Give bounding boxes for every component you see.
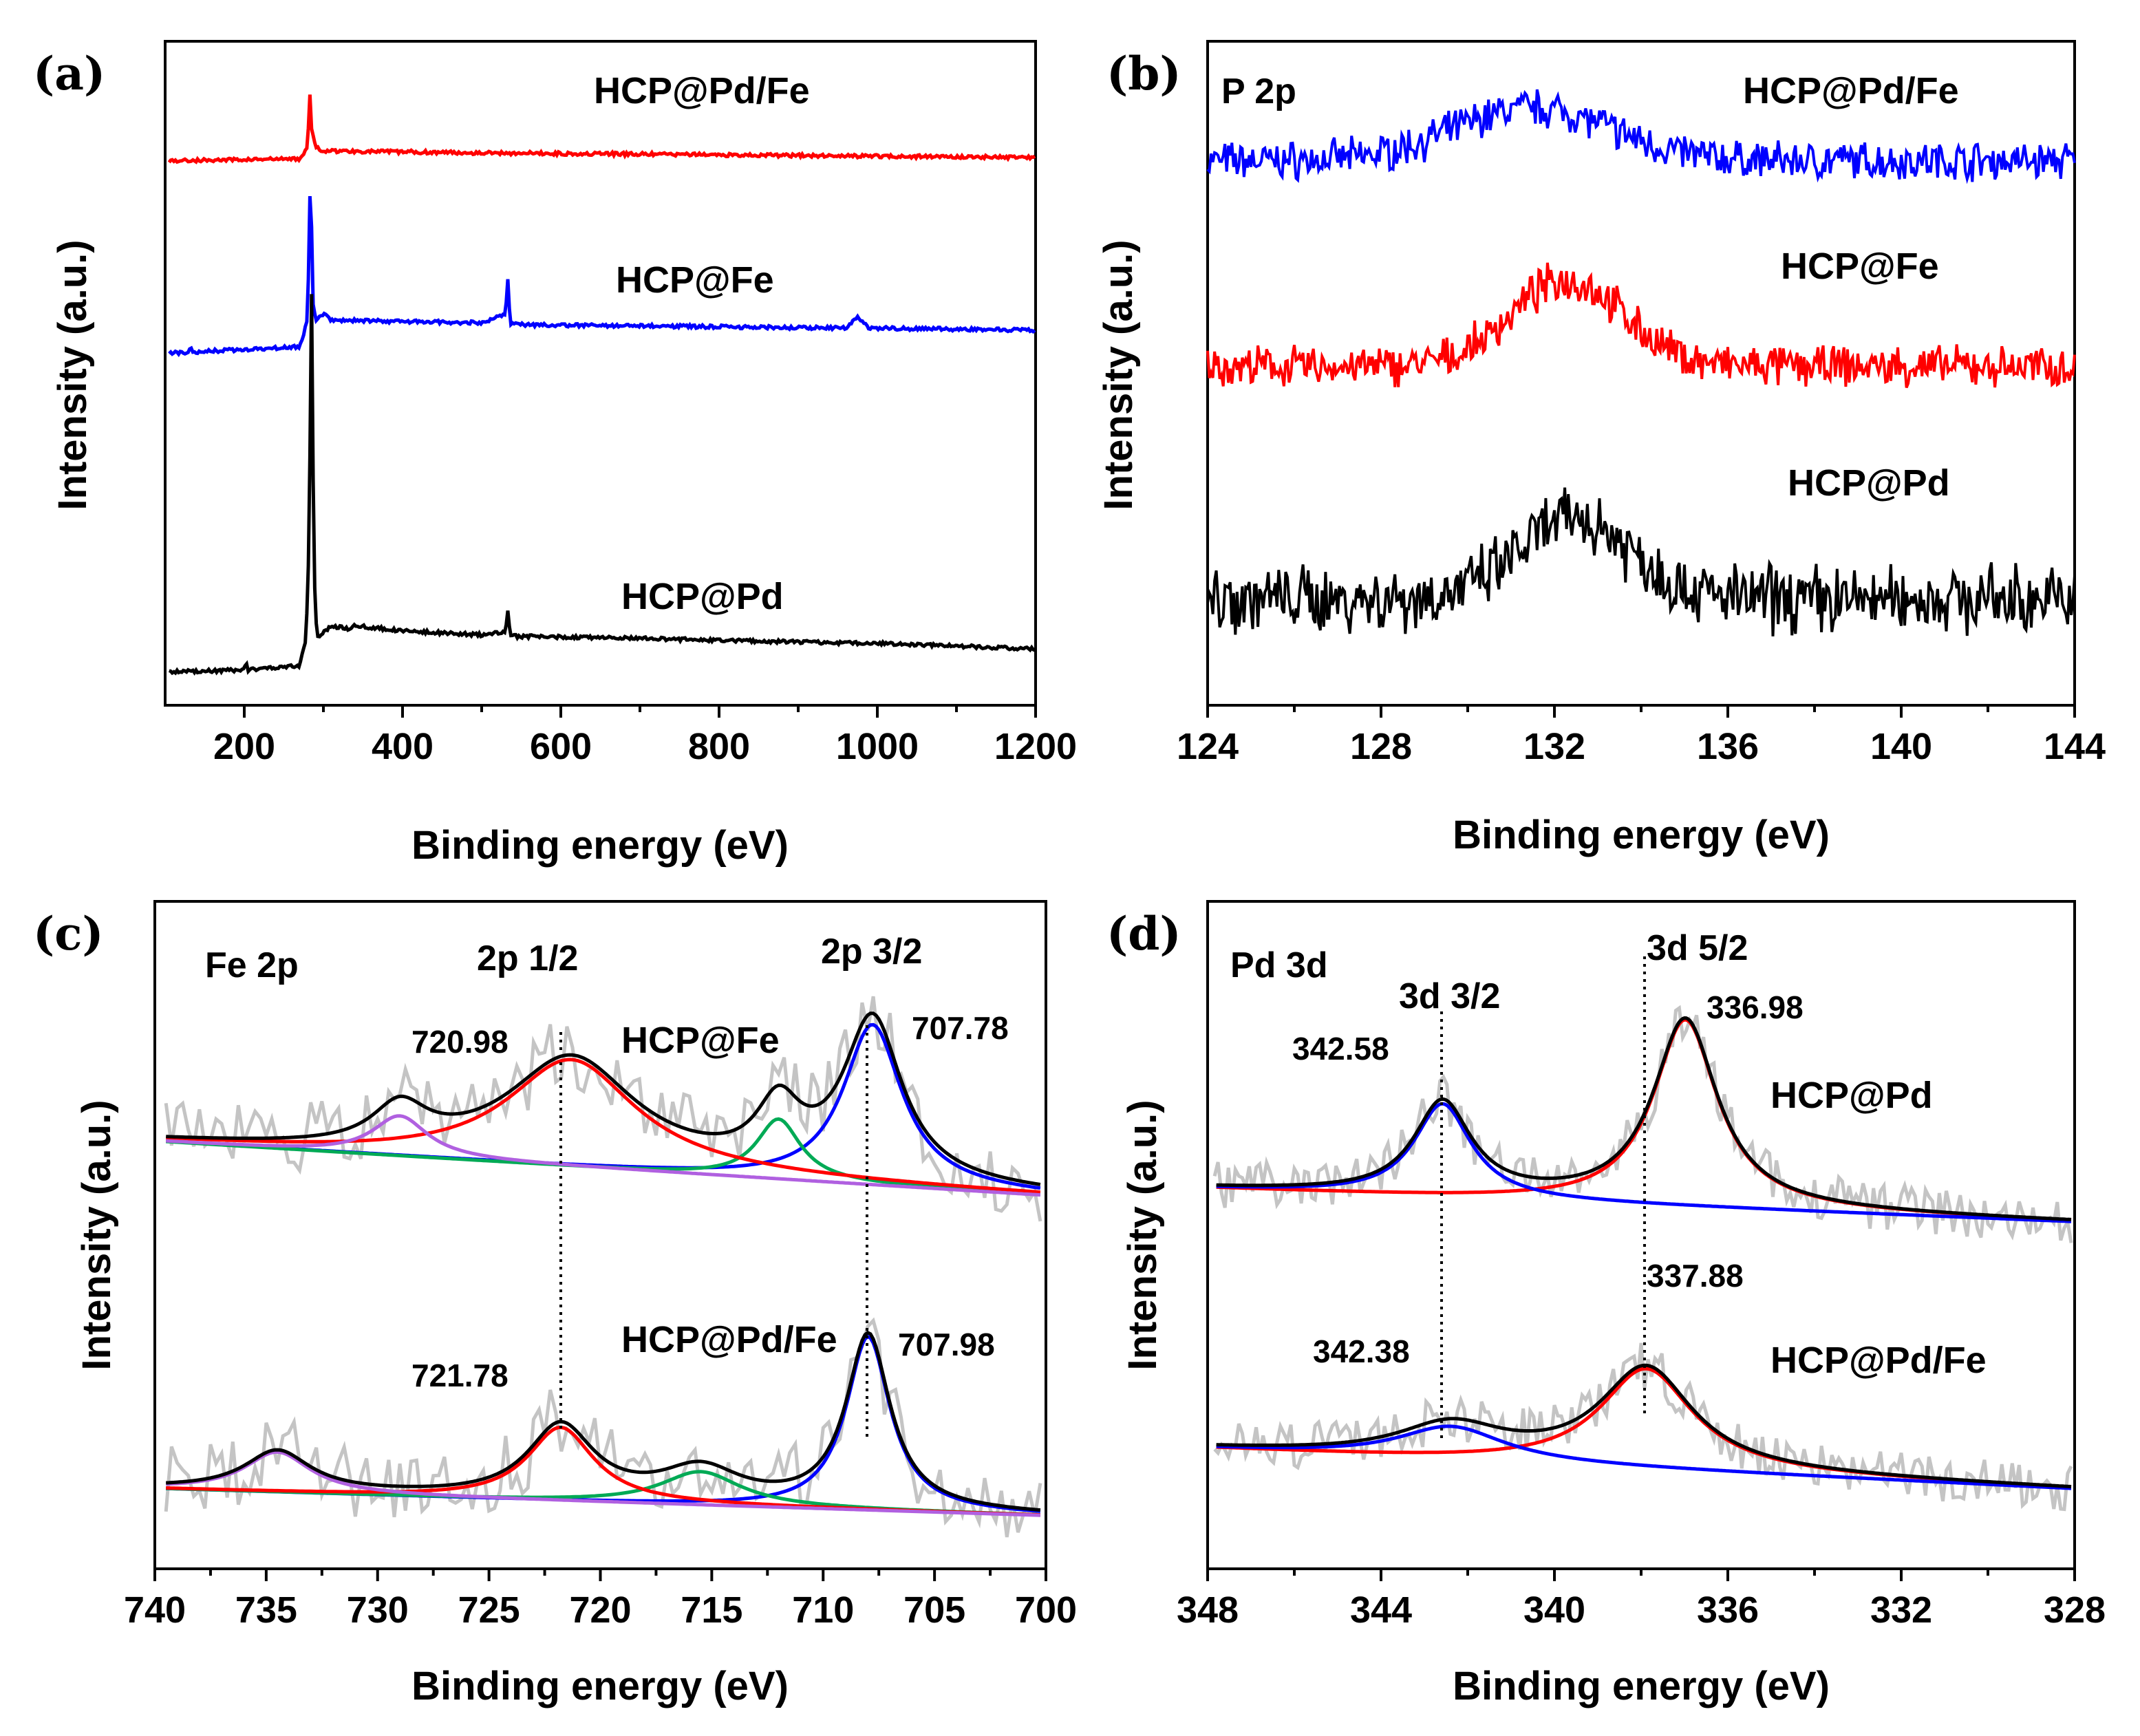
x-tick-label-d-5: 328 (2044, 1589, 2106, 1631)
x-tick-label-b-1: 128 (1350, 726, 1412, 767)
panel-letter-d: (d) (1106, 907, 1181, 961)
y-axis-title-a: Intensity (a.u.) (50, 239, 95, 510)
x-axis-title-d: Binding energy (eV) (1453, 1664, 1830, 1708)
x-tick-label-a-4: 1000 (836, 726, 919, 767)
x-tick-label-c-8: 700 (1015, 1589, 1077, 1631)
element-label-pd3d: Pd 3d (1230, 945, 1328, 985)
x-ticks-d: 348 344 340 336 332 328 (1177, 1569, 2106, 1631)
x-tick-label-d-0: 348 (1177, 1589, 1239, 1631)
annotation-342-38: 342.38 (1313, 1333, 1410, 1369)
series-line-b-0 (1206, 89, 2076, 184)
series-group-c (164, 996, 1042, 1538)
fit-component-c-1-0 (166, 1334, 1041, 1513)
series-line-b-1 (1206, 262, 2076, 389)
series-label-a-hcp-fe: HCP@Fe (616, 259, 774, 301)
x-tick-label-a-0: 200 (213, 726, 275, 767)
series-group-d (1212, 1005, 2073, 1512)
series-label-b-hcp-pd: HCP@Pd (1788, 462, 1950, 504)
annotation-342-58: 342.58 (1292, 1031, 1389, 1067)
panel-letter-c: (c) (33, 907, 104, 961)
series-label-a-hcp-pd: HCP@Pd (621, 576, 784, 617)
x-tick-label-b-2: 132 (1523, 726, 1585, 767)
annotation-337-88: 337.88 (1647, 1258, 1744, 1294)
annotation-707-98: 707.98 (898, 1327, 995, 1362)
panel-d: (d) 348 344 340 336 332 328 Pd 3d 3d 3/2 3d 5… (1106, 900, 2106, 1708)
x-axis-title-a: Binding energy (eV) (411, 823, 789, 868)
y-axis-title-b: Intensity (a.u.) (1096, 239, 1141, 510)
series-label-d-hcp-pd: HCP@Pd (1770, 1075, 1933, 1116)
series-group-a (167, 94, 1036, 676)
annotation-2p32: 2p 3/2 (821, 932, 922, 972)
plot-frame-d (1206, 900, 2076, 1570)
panel-b: (b) 124 128 132 136 140 144 P 2p Binding ener… (1096, 40, 2106, 857)
element-label-p2p: P 2p (1221, 72, 1296, 111)
x-tick-label-c-5: 715 (681, 1589, 742, 1631)
annotation-336-98: 336.98 (1706, 989, 1804, 1025)
x-ticks-a: 200 400 600 800 1000 1200 (213, 705, 1077, 767)
x-tick-label-c-4: 720 (569, 1589, 631, 1631)
series-label-b-hcp-fe: HCP@Fe (1781, 246, 1939, 287)
x-tick-label-a-1: 400 (372, 726, 434, 767)
annotation-3d32: 3d 3/2 (1399, 976, 1500, 1016)
x-tick-label-c-1: 735 (235, 1589, 297, 1631)
panel-c: (c) 740 735 730 725 720 715 710 705 700 Fe 2p 2p… (33, 900, 1077, 1708)
fit-component-c-1-1 (166, 1470, 1040, 1517)
panel-a: (a) 200 400 600 800 1000 1200 Binding energy … (33, 40, 1077, 868)
x-tick-label-b-3: 136 (1697, 726, 1759, 767)
x-tick-label-c-0: 740 (124, 1589, 186, 1631)
x-tick-label-d-4: 332 (1870, 1589, 1932, 1631)
x-tick-label-a-5: 1200 (994, 726, 1077, 767)
fit-envelope-d-0 (1216, 1016, 2072, 1221)
annotation-707-78: 707.78 (912, 1010, 1009, 1046)
panel-letter-a: (a) (33, 47, 105, 100)
fit-component-d-0-1 (1216, 1102, 2072, 1223)
x-tick-label-b-5: 144 (2044, 726, 2106, 767)
x-ticks-c: 740 735 730 725 720 715 710 705 700 (124, 1569, 1077, 1631)
series-label-c-hcp-pd-fe: HCP@Pd/Fe (621, 1319, 837, 1360)
x-tick-label-b-0: 124 (1177, 726, 1239, 767)
series-line-a-1 (168, 195, 1036, 358)
series-label-d-hcp-pd-fe: HCP@Pd/Fe (1770, 1340, 1987, 1381)
annotation-3d52: 3d 5/2 (1647, 928, 1748, 968)
fit-component-c-1-3 (166, 1450, 1040, 1517)
x-tick-label-d-1: 344 (1350, 1589, 1412, 1631)
fit-envelope-c-0 (166, 1011, 1041, 1186)
series-group-b (1206, 89, 2076, 636)
x-tick-label-b-4: 140 (1870, 726, 1932, 767)
annotation-720-98: 720.98 (411, 1024, 509, 1060)
x-axis-title-c: Binding energy (eV) (411, 1664, 789, 1708)
fit-envelope-c-1 (166, 1330, 1041, 1512)
x-tick-label-c-2: 730 (347, 1589, 409, 1631)
element-label-fe2p: Fe 2p (205, 945, 299, 985)
series-label-c-hcp-fe: HCP@Fe (621, 1020, 780, 1061)
y-axis-title-c: Intensity (a.u.) (74, 1100, 119, 1370)
series-line-b-2 (1206, 487, 2076, 636)
x-axis-title-b: Binding energy (eV) (1453, 813, 1830, 857)
annotation-721-78: 721.78 (411, 1358, 509, 1393)
x-tick-label-d-3: 336 (1697, 1589, 1759, 1631)
x-tick-label-a-3: 800 (688, 726, 750, 767)
x-tick-label-c-3: 725 (458, 1589, 520, 1631)
plot-frame-a (164, 40, 1037, 707)
series-label-b-hcp-pd-fe: HCP@Pd/Fe (1743, 70, 1959, 111)
fit-component-c-0-0 (166, 1022, 1041, 1190)
panel-letter-b: (b) (1106, 47, 1181, 100)
fit-component-c-0-3 (166, 1114, 1041, 1197)
x-tick-label-a-2: 600 (530, 726, 592, 767)
series-label-a-hcp-pd-fe: HCP@Pd/Fe (594, 70, 810, 111)
fit-component-d-1-1 (1216, 1424, 2072, 1490)
y-axis-title-d: Intensity (a.u.) (1120, 1100, 1165, 1370)
fit-component-c-0-2 (166, 1058, 1041, 1194)
x-tick-label-c-7: 705 (903, 1589, 965, 1631)
x-tick-label-d-2: 340 (1523, 1589, 1585, 1631)
x-tick-label-c-6: 710 (792, 1589, 854, 1631)
x-ticks-b: 124 128 132 136 140 144 (1177, 705, 2106, 767)
series-line-a-0 (167, 94, 1036, 164)
annotation-2p12: 2p 1/2 (477, 939, 578, 978)
series-line-a-2 (168, 294, 1036, 676)
